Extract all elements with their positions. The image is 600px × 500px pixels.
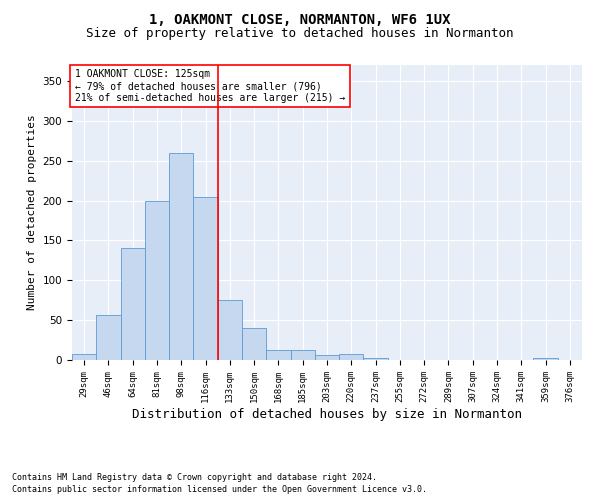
Text: Size of property relative to detached houses in Normanton: Size of property relative to detached ho…: [86, 28, 514, 40]
Bar: [339, 354, 364, 360]
Text: 1, OAKMONT CLOSE, NORMANTON, WF6 1UX: 1, OAKMONT CLOSE, NORMANTON, WF6 1UX: [149, 12, 451, 26]
Bar: [193, 198, 218, 360]
Bar: [72, 354, 96, 360]
Bar: [290, 350, 315, 360]
Bar: [315, 355, 339, 360]
Bar: [218, 300, 242, 360]
Text: Contains HM Land Registry data © Crown copyright and database right 2024.: Contains HM Land Registry data © Crown c…: [12, 472, 377, 482]
Bar: [364, 358, 388, 360]
Bar: [242, 328, 266, 360]
Bar: [266, 350, 290, 360]
Bar: [96, 314, 121, 360]
Y-axis label: Number of detached properties: Number of detached properties: [27, 114, 37, 310]
Bar: [121, 248, 145, 360]
Bar: [533, 358, 558, 360]
Bar: [145, 202, 169, 360]
Text: Contains public sector information licensed under the Open Government Licence v3: Contains public sector information licen…: [12, 485, 427, 494]
Bar: [169, 154, 193, 360]
Text: 1 OAKMONT CLOSE: 125sqm
← 79% of detached houses are smaller (796)
21% of semi-d: 1 OAKMONT CLOSE: 125sqm ← 79% of detache…: [74, 70, 345, 102]
X-axis label: Distribution of detached houses by size in Normanton: Distribution of detached houses by size …: [132, 408, 522, 420]
